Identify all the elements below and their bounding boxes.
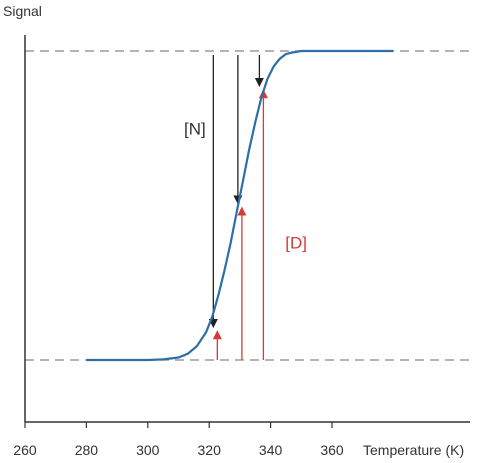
x-ticks: 260 280 300 320 340 360 [13, 422, 344, 458]
x-tick-label-360: 360 [320, 442, 344, 458]
annotation-0: [N] [184, 119, 206, 138]
y-axis-label: Signal [3, 3, 42, 19]
annotation-1: [D] [285, 234, 307, 253]
melting-curve [86, 49, 394, 362]
annotations: [N] [D] [184, 119, 307, 252]
reference-lines [25, 50, 470, 361]
arrows [208, 55, 268, 360]
x-tick-label-260: 260 [13, 442, 37, 458]
x-tick-label-320: 320 [198, 442, 222, 458]
x-tick-label-300: 300 [136, 442, 160, 458]
x-tick-label-340: 340 [259, 442, 283, 458]
x-axis-label: Temperature (K) [363, 442, 464, 458]
x-tick-label-280: 280 [75, 442, 99, 458]
